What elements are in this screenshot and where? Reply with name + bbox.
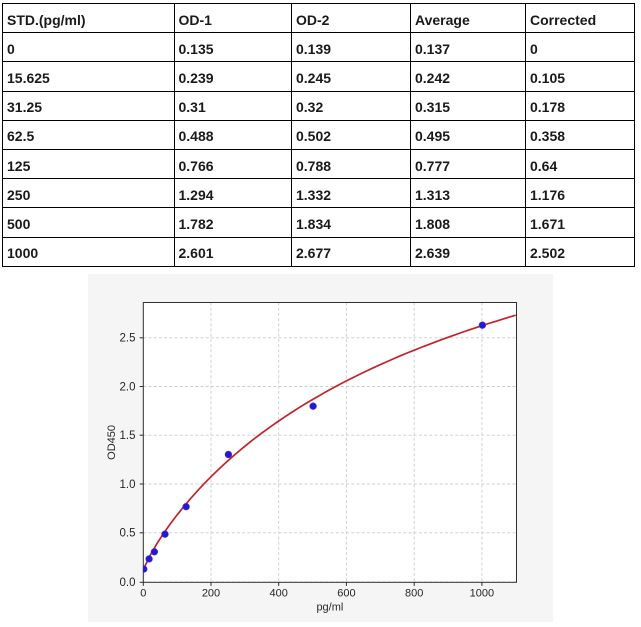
svg-text:0.0: 0.0 [120,577,136,589]
svg-text:1.0: 1.0 [120,479,136,491]
svg-text:2.5: 2.5 [120,333,136,345]
svg-text:0: 0 [140,588,146,600]
svg-text:400: 400 [270,588,288,600]
svg-text:1.5: 1.5 [120,430,136,442]
svg-text:200: 200 [202,588,220,600]
svg-text:600: 600 [337,588,355,600]
svg-text:pg/ml: pg/ml [316,602,343,614]
svg-text:OD450: OD450 [106,425,118,460]
svg-text:2.0: 2.0 [120,381,136,393]
svg-text:0.5: 0.5 [120,528,136,540]
svg-text:1000: 1000 [470,588,494,600]
svg-text:800: 800 [405,588,423,600]
